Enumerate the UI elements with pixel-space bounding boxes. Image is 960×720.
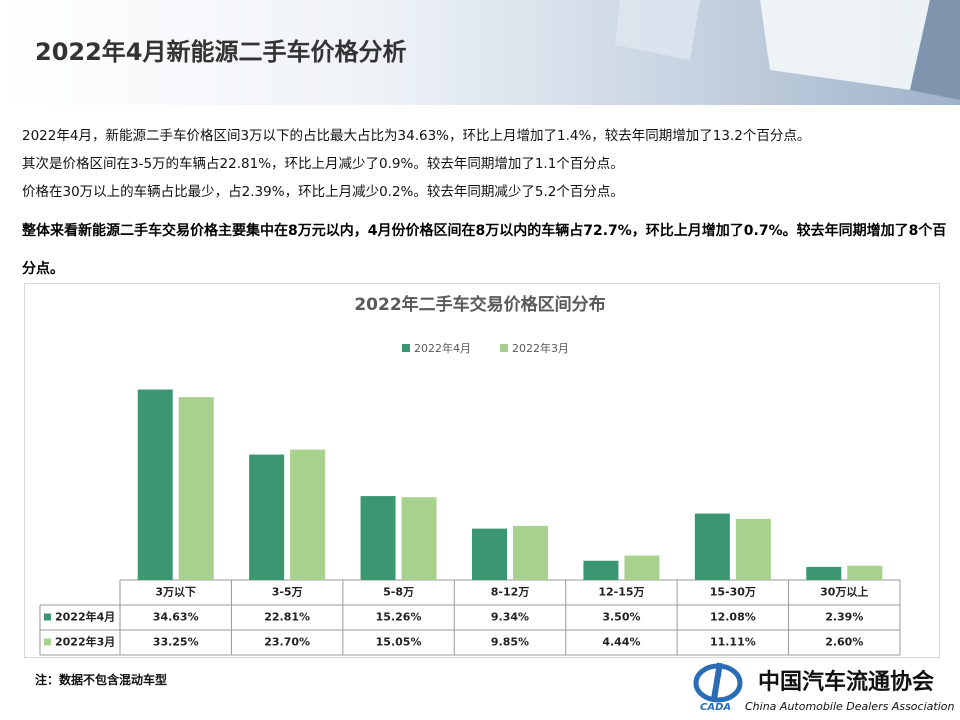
logo-abbr: CADA bbox=[700, 702, 731, 713]
table-value: 33.25% bbox=[153, 636, 199, 649]
logo: CADA 中国汽车流通协会 China Automobile Dealers A… bbox=[693, 662, 954, 713]
logo-english: China Automobile Dealers Association bbox=[745, 700, 954, 713]
bar bbox=[290, 449, 326, 580]
table-value: 2.39% bbox=[825, 611, 863, 624]
paragraph: 其次是价格区间在3-5万的车辆占22.81%，环比上月减少了0.9%。较去年同期… bbox=[22, 156, 624, 172]
table-swatch bbox=[44, 613, 51, 621]
bar bbox=[847, 565, 883, 580]
table-value: 2.60% bbox=[825, 636, 863, 649]
summary: 整体来看新能源二手车交易价格主要集中在8万元以内，4月份价格区间在8万以内的车辆… bbox=[22, 223, 947, 277]
table-value: 15.05% bbox=[376, 636, 422, 649]
category-label: 15-30万 bbox=[710, 586, 756, 599]
paragraph: 2022年4月，新能源二手车价格区间3万以下的占比最大占比为34.63%，环比上… bbox=[22, 128, 811, 144]
header-decor bbox=[615, 0, 960, 100]
chart-frame bbox=[24, 283, 940, 658]
bar bbox=[694, 513, 730, 580]
table-row-label: 2022年3月 bbox=[55, 635, 115, 649]
category-label: 3万以下 bbox=[155, 586, 196, 599]
bar bbox=[583, 560, 619, 580]
logo-name: 中国汽车流通协会 bbox=[758, 669, 934, 695]
table-value: 11.11% bbox=[710, 636, 756, 649]
category-label: 12-15万 bbox=[598, 586, 644, 599]
table-value: 23.70% bbox=[264, 636, 310, 649]
chart-title: 2022年二手车交易价格区间分布 bbox=[354, 294, 605, 315]
table-value: 9.34% bbox=[491, 611, 529, 624]
table-value: 22.81% bbox=[264, 611, 310, 624]
category-label: 5-8万 bbox=[383, 586, 414, 599]
table-value: 4.44% bbox=[602, 636, 640, 649]
bar bbox=[472, 528, 507, 580]
table-swatch bbox=[44, 638, 51, 646]
category-label: 30万以上 bbox=[820, 585, 868, 599]
category-label: 3-5万 bbox=[272, 586, 303, 599]
legend-swatch bbox=[402, 344, 410, 352]
bar bbox=[735, 518, 771, 580]
table-row-label: 2022年4月 bbox=[55, 610, 115, 624]
bar bbox=[360, 496, 396, 580]
table-value: 9.85% bbox=[491, 636, 529, 649]
category-label: 8-12万 bbox=[491, 586, 530, 599]
legend-label: 2022年4月 bbox=[414, 341, 471, 355]
table-value: 34.63% bbox=[153, 611, 199, 624]
bar bbox=[249, 454, 285, 580]
title: 2022年4月新能源二手车价格分析 bbox=[35, 38, 407, 66]
bar bbox=[178, 397, 214, 580]
table-value: 12.08% bbox=[710, 611, 756, 624]
legend-swatch bbox=[500, 344, 508, 352]
paragraph: 价格在30万以上的车辆占比最少，占2.39%，环比上月减少0.2%。较去年同期减… bbox=[22, 184, 624, 200]
table-value: 15.26% bbox=[376, 611, 422, 624]
bar bbox=[137, 389, 173, 580]
chart: 2022年二手车交易价格区间分布 2022年4月 2022年3月 3万以下 34.63… bbox=[24, 283, 940, 658]
legend-label: 2022年3月 bbox=[512, 341, 569, 355]
bar bbox=[513, 525, 548, 580]
table-value: 3.50% bbox=[602, 611, 640, 624]
bar bbox=[401, 497, 437, 580]
header: 2022年4月新能源二手车价格分析 bbox=[0, 0, 960, 105]
logo-mark bbox=[711, 662, 723, 700]
bar bbox=[624, 555, 660, 580]
footnote: 注：数据不包含混动车型 bbox=[35, 673, 168, 687]
bar bbox=[806, 566, 842, 580]
